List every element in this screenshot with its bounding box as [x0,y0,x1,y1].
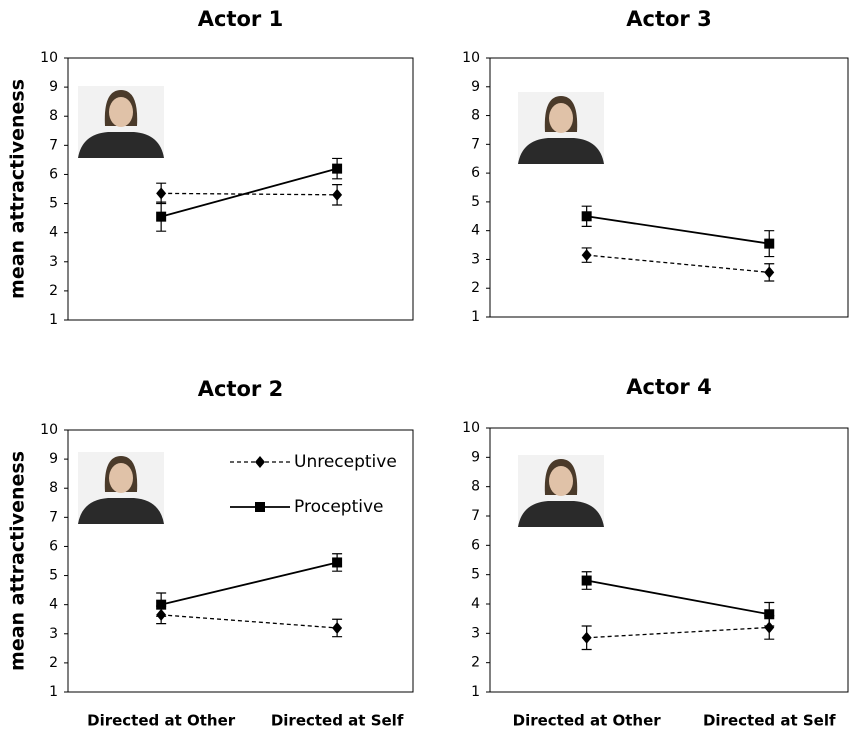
plot-frame [67,429,414,693]
series-line [586,254,770,274]
marker-diamond [332,621,343,634]
actor-photo [518,455,604,527]
series-line [586,215,770,245]
marker-square [332,163,343,174]
photo-face [109,97,133,127]
marker-diamond [764,266,775,279]
y-tick-label: 6 [49,166,58,182]
photo-body [78,132,164,158]
y-tick-label: 7 [471,508,480,524]
y-tick-label: 10 [40,422,58,438]
photo-body [78,498,164,524]
y-tick-label: 8 [471,108,480,124]
series-line [160,561,338,606]
y-axis-label: mean attractiveness [7,79,29,299]
y-tick-label: 5 [471,194,480,210]
y-tick-label: 2 [49,655,58,671]
y-tick-label: 4 [471,596,480,612]
series-line [586,626,770,639]
marker-square [581,211,592,222]
y-tick-label: 7 [49,509,58,525]
y-tick-label: 3 [471,251,480,267]
marker-square [332,557,343,568]
y-tick-label: 5 [471,567,480,583]
plot-frame [489,427,849,693]
y-tick-label: 2 [49,283,58,299]
y-tick-label: 1 [49,312,58,328]
series-line [161,192,338,196]
y-tick-label: 8 [49,480,58,496]
marker-diamond [332,188,343,201]
x-tick-label: Directed at Other [513,712,662,730]
series-line [160,167,338,218]
actor-photo [78,452,164,524]
y-tick-label: 6 [471,537,480,553]
marker-diamond [156,187,167,200]
marker-square [764,238,775,249]
chart-title: Actor 1 [198,7,283,31]
marker-diamond [764,621,775,634]
y-tick-label: 3 [471,625,480,641]
photo-face [549,466,573,496]
chart-title: Actor 4 [626,375,711,399]
photo-body [518,138,604,164]
y-tick-label: 1 [471,309,480,325]
legend-marker [255,502,265,512]
y-tick-label: 4 [49,225,58,241]
y-axis-label: mean attractiveness [7,451,29,671]
y-tick-label: 8 [49,108,58,124]
y-tick-label: 2 [471,655,480,671]
y-tick-label: 10 [462,50,480,66]
y-tick-label: 7 [49,137,58,153]
y-tick-label: 4 [471,223,480,239]
actor-photo [518,92,604,164]
y-tick-label: 6 [49,538,58,554]
marker-diamond [581,631,592,644]
photo-body [518,501,604,527]
y-tick-label: 10 [462,420,480,436]
photo-face [109,463,133,493]
chart-title: Actor 2 [198,377,283,401]
legend-label: Unreceptive [294,452,397,472]
photo-face [549,103,573,133]
marker-square [156,211,167,222]
y-tick-label: 9 [49,79,58,95]
y-tick-label: 9 [471,79,480,95]
legend-marker [255,456,265,468]
marker-square [156,599,167,610]
y-tick-label: 4 [49,597,58,613]
y-tick-label: 9 [471,449,480,465]
y-tick-label: 1 [49,684,58,700]
marker-square [764,609,775,620]
plot-frame [489,57,849,318]
x-tick-label: Directed at Other [87,712,236,730]
y-tick-label: 9 [49,451,58,467]
series-line [161,614,338,629]
legend-label: Proceptive [294,497,383,517]
y-tick-label: 7 [471,136,480,152]
y-tick-label: 10 [40,50,58,66]
chart-title: Actor 3 [626,7,711,31]
y-tick-label: 1 [471,684,480,700]
actor-photo [78,86,164,158]
marker-diamond [581,249,592,262]
y-tick-label: 5 [49,196,58,212]
y-tick-label: 8 [471,479,480,495]
y-tick-label: 6 [471,165,480,181]
series-line [586,579,770,616]
y-tick-label: 3 [49,254,58,270]
y-tick-label: 2 [471,280,480,296]
y-tick-label: 3 [49,626,58,642]
x-tick-label: Directed at Self [703,712,836,730]
y-tick-label: 5 [49,568,58,584]
x-tick-label: Directed at Self [271,712,404,730]
plot-frame [67,57,414,321]
marker-square [581,575,592,586]
